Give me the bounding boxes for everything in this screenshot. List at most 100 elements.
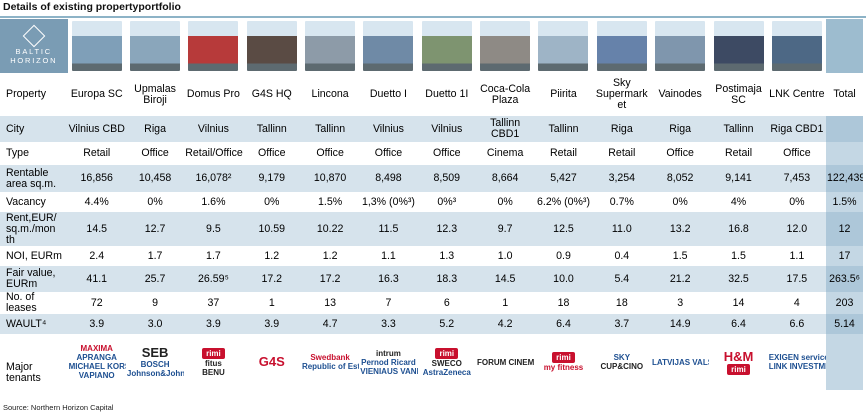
tenant-logo: MICHAEL KORS — [68, 362, 126, 371]
building-photo-icon — [596, 21, 647, 71]
tenant-logo: VAPIANO — [78, 371, 115, 380]
table-cell: 16,856 — [67, 165, 126, 192]
table-cell: Office — [359, 142, 418, 165]
table-cell: 41.1 — [67, 266, 126, 292]
table-cell: 14.9 — [651, 314, 710, 334]
table-cell: 18 — [592, 292, 651, 314]
row-label: Type — [0, 142, 68, 165]
property-name: Lincona — [300, 73, 360, 116]
table-cell: 5.4 — [592, 266, 651, 292]
property-name: Vainodes — [651, 73, 710, 116]
table-cell: 21.2 — [651, 266, 710, 292]
table-cell: 14 — [709, 292, 768, 314]
property-photo — [475, 19, 535, 73]
table-cell: 2.4 — [67, 246, 126, 266]
table-cell: 1.3 — [417, 246, 476, 266]
table-row: Rentable area sq.m. 16,856 10,458 16,078² 9,… — [0, 165, 863, 192]
table-cell: 1.7 — [184, 246, 243, 266]
table-cell: 9,179 — [242, 165, 301, 192]
property-name: Duetto I — [359, 73, 418, 116]
property-name: Domus Pro — [184, 73, 243, 116]
tenant-logo: intrum — [376, 348, 401, 358]
portfolio-table: BALTIC HORIZON Property Europa SC Upmalas Bi… — [0, 19, 863, 390]
header-total: Total — [826, 73, 863, 116]
table-cell: 10.22 — [300, 212, 360, 246]
row-label: Fair value, EURm — [0, 266, 68, 292]
property-photo — [592, 19, 651, 73]
table-cell: 16.8 — [709, 212, 768, 246]
tenant-logos: MAXIMA APRANGA MICHAEL KORS VAPIANO — [67, 334, 126, 390]
table-cell: 14.5 — [67, 212, 126, 246]
table-cell: 5,427 — [534, 165, 593, 192]
table-cell: 1.1 — [767, 246, 827, 266]
table-cell: Riga — [651, 116, 710, 142]
tenant-logo: APRANGA — [76, 353, 117, 362]
property-name: Europa SC — [67, 73, 126, 116]
table-cell: 7 — [359, 292, 418, 314]
table-cell: 3.3 — [359, 314, 418, 334]
table-cell: 6 — [417, 292, 476, 314]
row-total — [826, 116, 863, 142]
tenant-logo: fitus — [204, 358, 222, 368]
table-cell: 3.0 — [125, 314, 185, 334]
header-label: Property — [0, 73, 68, 116]
property-photo — [67, 19, 126, 73]
table-cell: Riga — [592, 116, 651, 142]
table-cell: 13.2 — [651, 212, 710, 246]
row-label: Rentable area sq.m. — [0, 165, 68, 192]
property-name: Piirita — [534, 73, 593, 116]
table-cell: 4% — [709, 192, 768, 212]
property-photo — [709, 19, 768, 73]
table-cell: 1.5 — [709, 246, 768, 266]
table-cell: 0.7% — [592, 192, 651, 212]
table-cell: 1 — [242, 292, 301, 314]
table-row: City Vilnius CBD Riga Vilnius Tallinn Tallinn… — [0, 116, 863, 142]
table-cell: 1.2 — [242, 246, 301, 266]
tenant-logo: MAXIMA — [80, 344, 113, 353]
title-divider — [0, 16, 866, 18]
tenant-logo: my fitness — [543, 363, 584, 372]
row-total: 203 — [826, 292, 863, 314]
property-name: Coca-Cola Plaza — [475, 73, 535, 116]
table-row: Rent,EUR/ sq.m./mon th 14.5 12.7 9.5 10.59 10… — [0, 212, 863, 246]
table-cell: 3.9 — [184, 314, 243, 334]
tenant-logo: LINK INVESTMENTS — [768, 362, 826, 371]
building-photo-icon — [480, 21, 531, 71]
property-photo — [300, 19, 360, 73]
table-cell: Tallinn — [709, 116, 768, 142]
property-photo — [184, 19, 243, 73]
table-cell: 3.9 — [242, 314, 301, 334]
property-name: G4S HQ — [242, 73, 301, 116]
row-label: No. of leases — [0, 292, 68, 314]
building-photo-icon — [713, 21, 764, 71]
table-cell: 0.9 — [534, 246, 593, 266]
table-cell: 1.1 — [359, 246, 418, 266]
tenant-logo: Johnson&Johnson — [126, 369, 185, 378]
table-row: Type Retail Office Retail/Office Office Offic… — [0, 142, 863, 165]
table-cell: 11.5 — [359, 212, 418, 246]
table-cell: Retail — [67, 142, 126, 165]
row-total: 263.5⁶ — [826, 266, 863, 292]
table-cell: 8,664 — [475, 165, 535, 192]
tenant-logos: SKY CUP&CINO — [592, 334, 651, 390]
table-cell: 8,509 — [417, 165, 476, 192]
property-name: Postimaja SC — [709, 73, 768, 116]
tenant-logos: H&M rimi — [709, 334, 768, 390]
tenants-total — [826, 334, 863, 390]
table-cell: 1.5% — [300, 192, 360, 212]
tenant-logo: AstraZeneca — [422, 367, 471, 377]
table-cell: Office — [767, 142, 827, 165]
tenant-logo: rimi — [552, 352, 575, 363]
building-photo-icon — [71, 21, 122, 71]
table-cell: Vilnius — [417, 116, 476, 142]
brand-logo: BALTIC HORIZON — [0, 19, 68, 73]
building-photo-icon — [130, 21, 181, 71]
table-cell: 1.5 — [651, 246, 710, 266]
table-cell: 1.0 — [475, 246, 535, 266]
table-cell: Vilnius — [359, 116, 418, 142]
table-cell: 18.3 — [417, 266, 476, 292]
table-cell: Tallinn — [534, 116, 593, 142]
table-cell: Retail/Office — [184, 142, 243, 165]
row-label: WAULT⁴ — [0, 314, 68, 334]
